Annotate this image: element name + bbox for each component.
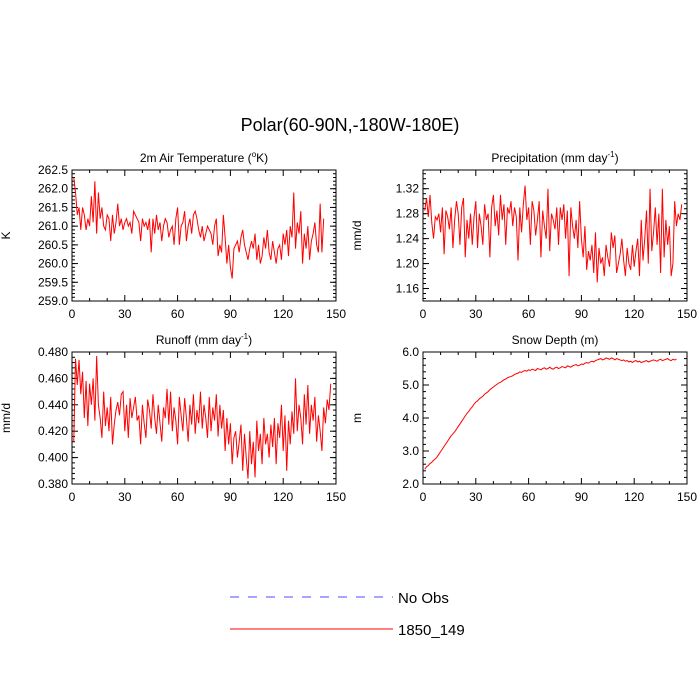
snow-depth-y-tick-label: 5.0: [402, 378, 419, 392]
runoff-y-axis-label: mm/d: [0, 403, 13, 433]
runoff-plot-frame: [71, 351, 337, 485]
precipitation-y-tick-label: 1.32: [396, 182, 420, 196]
snow-depth-x-tick-label: 60: [522, 490, 536, 504]
precipitation-x-tick-label: 60: [522, 307, 536, 321]
snow-depth-y-axis-label: m: [350, 413, 364, 423]
runoff-x-tick-label: 150: [326, 490, 346, 504]
precipitation-y-tick-label: 1.28: [396, 207, 420, 221]
panels-group: 0 30 60 90 120 150 259.0 259.5 260.0 260.5 261.0 26…: [0, 150, 697, 504]
legend-label-2: 1850_149: [398, 622, 465, 639]
snow-depth-plot-frame: [422, 351, 688, 485]
runoff-panel: 0 30 60 90 120 150 0.380 0.400 0.420 0.440 0.460 0.…: [0, 332, 346, 504]
precipitation-panel-title: Precipitation (mm day-1): [491, 150, 618, 165]
air-temperature-x-tick-label: 120: [273, 307, 293, 321]
air-temperature-x-tick-label: 90: [224, 307, 238, 321]
runoff-y-tick-label: 0.440: [38, 398, 68, 412]
runoff-x-tick-label: 90: [224, 490, 238, 504]
figure-title: Polar(60-90N,-180W-180E): [241, 115, 460, 135]
legend-label-1: No Obs: [398, 590, 449, 607]
runoff-x-tick-label: 30: [118, 490, 132, 504]
precipitation-x-tick-label: 30: [469, 307, 483, 321]
precipitation-panel: 0 30 60 90 120 150 1.16 1.20 1.24 1.28 1.32 mm/d Pre…: [350, 150, 697, 321]
snow-depth-x-tick-label: 150: [677, 490, 697, 504]
snow-depth-y-tick-label: 2.0: [402, 477, 419, 491]
snow-depth-panel: 0 30 60 90 120 150 2.0 3.0 4.0 5.0 6.0 m Snow Depth …: [350, 333, 697, 504]
runoff-y-tick-label: 0.420: [38, 424, 68, 438]
air-temperature-x-tick-label: 150: [326, 307, 346, 321]
air-temperature-y-tick-label: 259.5: [38, 275, 68, 289]
precipitation-y-tick-label: 1.20: [396, 257, 420, 271]
air-temperature-series-line: [73, 177, 325, 279]
precipitation-x-tick-label: 150: [677, 307, 697, 321]
runoff-panel-title: Runoff (mm day-1): [156, 332, 252, 347]
air-temperature-y-tick-label: 260.5: [38, 238, 68, 252]
air-temperature-x-tick-label: 60: [171, 307, 185, 321]
snow-depth-x-tick-label: 120: [624, 490, 644, 504]
runoff-y-tick-label: 0.380: [38, 477, 68, 491]
runoff-x-tick-label: 0: [69, 490, 76, 504]
snow-depth-series-line: [424, 357, 677, 470]
air-temperature-y-tick-label: 261.5: [38, 200, 68, 214]
air-temperature-y-tick-label: 259.0: [38, 294, 68, 308]
air-temperature-y-tick-label: 262.5: [38, 163, 68, 177]
air-temperature-panel-title: 2m Air Temperature (oK): [140, 150, 268, 165]
precipitation-y-tick-label: 1.24: [396, 232, 420, 246]
air-temperature-y-tick-label: 262.0: [38, 182, 68, 196]
snow-depth-panel-title: Snow Depth (m): [512, 333, 599, 347]
runoff-y-tick-label: 0.480: [38, 345, 68, 359]
air-temperature-y-tick-label: 261.0: [38, 219, 68, 233]
snow-depth-x-tick-label: 0: [420, 490, 427, 504]
air-temperature-plot-frame: [71, 169, 337, 302]
runoff-y-tick-label: 0.460: [38, 371, 68, 385]
air-temperature-panel: 0 30 60 90 120 150 259.0 259.5 260.0 260.5 261.0 26…: [0, 150, 346, 321]
snow-depth-y-tick-label: 6.0: [402, 345, 419, 359]
snow-depth-y-tick-label: 3.0: [402, 444, 419, 458]
air-temperature-y-tick-label: 260.0: [38, 257, 68, 271]
snow-depth-x-tick-label: 90: [575, 490, 589, 504]
precipitation-y-axis-label: mm/d: [350, 221, 364, 251]
precipitation-y-tick-label: 1.16: [396, 282, 420, 296]
runoff-x-tick-label: 60: [171, 490, 185, 504]
precipitation-x-tick-label: 0: [420, 307, 427, 321]
runoff-x-tick-label: 120: [273, 490, 293, 504]
precipitation-plot-frame: [422, 169, 688, 302]
runoff-y-tick-label: 0.400: [38, 451, 68, 465]
precipitation-series-line: [424, 185, 683, 283]
snow-depth-y-tick-label: 4.0: [402, 411, 419, 425]
runoff-series-line: [73, 355, 332, 479]
legend: No Obs 1850_149: [230, 590, 465, 639]
snow-depth-x-tick-label: 30: [469, 490, 483, 504]
precipitation-x-tick-label: 90: [575, 307, 589, 321]
air-temperature-x-tick-label: 30: [118, 307, 132, 321]
air-temperature-x-tick-label: 0: [69, 307, 76, 321]
air-temperature-y-axis-label: K: [0, 231, 13, 239]
precipitation-x-tick-label: 120: [624, 307, 644, 321]
